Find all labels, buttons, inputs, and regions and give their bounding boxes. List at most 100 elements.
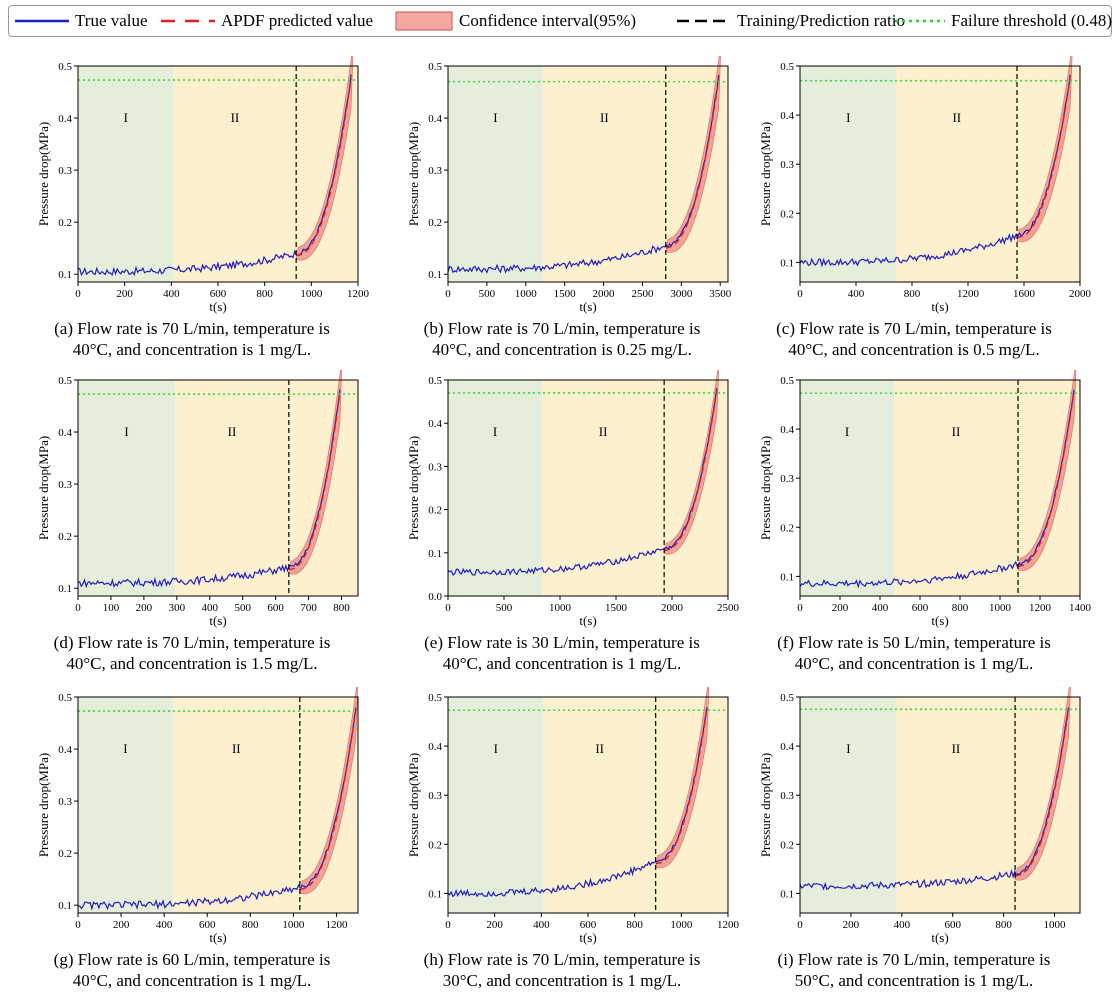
chart-caption: (h) Flow rate is 70 L/min, temperature i…	[378, 949, 746, 991]
legend-swatch-ratio	[677, 19, 731, 23]
stage-label: I	[846, 741, 850, 756]
x-tick-label: 3500	[709, 288, 732, 300]
confidence-band	[665, 50, 722, 253]
chart-svg: I II0 500 1000 1500 2000 25000.00.10.20.30.40.…	[406, 366, 740, 628]
x-tick-label: 1000	[282, 919, 305, 931]
legend-swatch-threshold	[895, 19, 945, 23]
stage-label: II	[600, 110, 609, 125]
y-tick-label: 0.1	[780, 257, 794, 269]
stage-label: II	[952, 110, 961, 125]
x-tick-label: 0	[445, 288, 451, 300]
stage-label: I	[493, 424, 497, 439]
y-tick-label: 0.4	[428, 418, 442, 430]
y-tick-label: 0.4	[58, 427, 72, 439]
y-axis-label: Pressure drop(MPa)	[36, 122, 51, 226]
x-tick-label: 800	[333, 602, 350, 614]
x-tick-label: 2500	[631, 288, 654, 300]
chart-caption: (b) Flow rate is 70 L/min, temperature i…	[378, 318, 746, 360]
chart-svg: I II0 200 400 600 800 1000 1200 14000.10.20.30.4…	[758, 365, 1092, 628]
y-tick-label: 0.3	[58, 796, 72, 808]
caption-line: 40°C, and concentration is 0.25 mg/L.	[432, 340, 692, 359]
x-tick-label: 400	[202, 602, 219, 614]
chart-svg: I II0 200 400 600 800 10000.10.20.30.40.5t(s)P…	[758, 682, 1081, 945]
x-tick-label: 800	[904, 288, 921, 300]
stage-region-1	[78, 66, 174, 282]
legend-label-true: True value	[75, 11, 148, 30]
stage-region-2	[173, 66, 358, 282]
chart-caption: (c) Flow rate is 70 L/min, temperature i…	[730, 318, 1098, 360]
y-tick-label: 0.5	[780, 61, 794, 73]
y-tick-label: 0.4	[428, 741, 442, 753]
x-tick-label: 600	[944, 919, 961, 931]
x-axis-label: t(s)	[579, 613, 596, 628]
caption-line: (h) Flow rate is 70 L/min, temperature i…	[423, 950, 701, 969]
legend-label-threshold: Failure threshold (0.48)	[951, 11, 1112, 30]
chart-panel-g: I II 0 200 400 600 800 1000 1200 0.1 0.2 0.3 0.4 0.5 t…	[8, 681, 376, 993]
x-tick-label: 600	[580, 919, 597, 931]
x-tick-label: 600	[912, 602, 929, 614]
stage-region-1	[448, 697, 544, 913]
true-value-line	[799, 389, 1075, 589]
chart-panel-a: I II 0 200 400 600 800 1000 1200 0.1 0.2 0.3 0.4 0.5 t…	[8, 50, 376, 362]
plot-frame	[799, 65, 1081, 283]
stage-region-1	[448, 380, 543, 596]
caption-line: (d) Flow rate is 70 L/min, temperature i…	[53, 633, 331, 652]
chart-svg: I II0 200 400 600 800 1000 12000.10.20.30.40.5t…	[406, 682, 740, 945]
x-tick-label: 1500	[605, 602, 628, 614]
true-value-line	[77, 74, 352, 277]
stage-region-2	[542, 66, 728, 282]
predicted-line	[1016, 77, 1071, 239]
confidence-band	[288, 364, 343, 575]
stage-label: II	[595, 741, 604, 756]
x-axis-label: t(s)	[931, 613, 948, 628]
stage-region-2	[172, 697, 358, 913]
y-tick-label: 0.2	[428, 505, 442, 517]
stage-label: II	[232, 741, 241, 756]
x-tick-label: 0	[797, 919, 803, 931]
predicted-line	[288, 392, 341, 571]
stage-label: I	[124, 110, 128, 125]
x-tick-label: 1200	[957, 288, 980, 300]
x-tick-label: 600	[210, 288, 227, 300]
x-tick-label: 0	[797, 288, 803, 300]
chart-panel-c: I II 0 400 800 1200 1600 2000 0.1 0.2 0.3 0.4 0.5 t(s…	[730, 51, 1098, 362]
legend-item-ratio: Training/Prediction ratio	[677, 6, 905, 36]
confidence-band	[299, 681, 359, 895]
x-tick-label: 800	[242, 919, 259, 931]
stage-region-2	[543, 697, 728, 913]
y-tick-label: 0.2	[780, 839, 794, 851]
y-tick-label: 0.2	[428, 217, 442, 229]
y-tick-label: 0.4	[58, 113, 72, 125]
y-axis-label: Pressure drop(MPa)	[406, 436, 421, 540]
x-tick-label: 0	[75, 602, 81, 614]
caption-line: 40°C, and concentration is 1 mg/L.	[72, 340, 312, 359]
y-tick-label: 0.3	[428, 790, 442, 802]
legend-swatch-ci	[395, 11, 453, 31]
x-axis-label: t(s)	[931, 930, 948, 945]
x-tick-label: 200	[116, 288, 133, 300]
stage-region-1	[800, 697, 897, 913]
x-tick-label: 400	[848, 288, 865, 300]
plot-frame	[77, 696, 359, 914]
chart-panel-e: I II 0 500 1000 1500 2000 2500 0.0 0.1 0.2 0.3 0.4 0.…	[378, 366, 746, 676]
x-tick-label: 400	[156, 919, 173, 931]
confidence-band	[655, 682, 710, 869]
plot-frame	[77, 379, 359, 597]
x-tick-label: 200	[136, 602, 153, 614]
legend-swatch-pred	[161, 19, 215, 23]
y-tick-label: 0.5	[428, 692, 442, 704]
x-tick-label: 500	[479, 288, 496, 300]
x-tick-label: 500	[496, 602, 513, 614]
x-tick-label: 2500	[717, 602, 740, 614]
y-tick-label: 0.1	[58, 583, 72, 595]
true-value-line	[447, 707, 708, 898]
stage-label: I	[124, 424, 128, 439]
stage-region-1	[78, 697, 173, 913]
x-tick-label: 2000	[593, 288, 616, 300]
plot-frame	[447, 379, 729, 597]
y-tick-label: 0.4	[428, 113, 442, 125]
x-tick-label: 400	[533, 919, 550, 931]
x-tick-label: 600	[267, 602, 284, 614]
stage-region-2	[175, 380, 358, 596]
x-tick-label: 1000	[670, 919, 693, 931]
